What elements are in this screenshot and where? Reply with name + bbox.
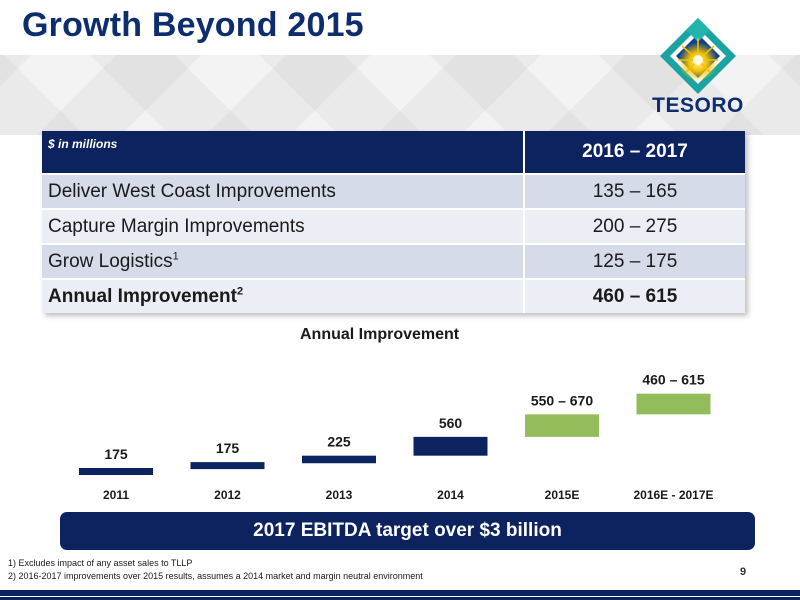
data-label: 225: [327, 434, 351, 450]
table-total-row: Annual Improvement2 460 – 615: [42, 279, 745, 313]
tesoro-logo: TESORO: [648, 16, 748, 126]
x-tick-label: 2015E: [545, 488, 580, 502]
table-row: Capture Margin Improvements 200 – 275: [42, 209, 745, 245]
chart-bar: [636, 393, 711, 415]
data-label: 550 – 670: [531, 392, 593, 408]
chart-bar: [525, 414, 599, 437]
slide-title: Growth Beyond 2015: [22, 6, 364, 44]
logo-wordmark: TESORO: [652, 94, 744, 117]
x-tick-label: 2011: [103, 488, 129, 502]
chart-bar: [302, 455, 376, 464]
data-label: 175: [104, 446, 128, 462]
row-value: 135 – 165: [523, 173, 745, 210]
row-label: Deliver West Coast Improvements: [42, 173, 524, 210]
unit-label: $ in millions: [42, 131, 524, 174]
footnote-1: 1) Excludes impact of any asset sales to…: [8, 558, 193, 568]
footnote-2: 2) 2016-2017 improvements over 2015 resu…: [8, 571, 423, 581]
footnote-ref: 2: [236, 285, 244, 298]
x-tick-label: 2013: [326, 488, 353, 502]
ebitda-target-banner: 2017 EBITDA target over $3 billion: [60, 512, 755, 550]
table-header-row: $ in millions 2016 – 2017: [42, 131, 745, 174]
annual-improvement-chart: 175 2011 175 2012 225 2013 560 2014 550 – 670 201…: [79, 372, 714, 502]
period-header: 2016 – 2017: [523, 131, 745, 174]
x-tick-label: 2012: [214, 488, 241, 502]
row-label: Annual Improvement2: [42, 279, 524, 313]
bottom-bar: [0, 590, 800, 600]
data-label: 460 – 615: [642, 372, 704, 388]
chart-title: Annual Improvement: [300, 326, 460, 343]
data-label: 175: [216, 440, 240, 456]
improvements-table: $ in millions 2016 – 2017 Deliver West C…: [42, 131, 745, 313]
data-label: 560: [439, 415, 463, 431]
x-tick-label: 2014: [437, 488, 464, 502]
table-row: Deliver West Coast Improvements 135 – 16…: [42, 173, 745, 210]
row-value: 125 – 175: [523, 244, 745, 280]
page-number: 9: [740, 566, 747, 578]
row-label: Grow Logistics1: [42, 244, 524, 280]
row-value: 200 – 275: [523, 209, 745, 245]
background-pattern: [0, 55, 800, 135]
table-row: Grow Logistics1 125 – 175: [42, 244, 745, 280]
logo-diamond-icon: [660, 18, 736, 94]
chart-bar: [413, 436, 488, 456]
footnotes: 1) Excludes impact of any asset sales to…: [8, 557, 423, 583]
row-value: 460 – 615: [523, 279, 745, 313]
row-label: Capture Margin Improvements: [42, 209, 524, 245]
chart-bar: [79, 468, 153, 475]
chart-bar: [190, 462, 265, 470]
x-tick-label: 2016E - 2017E: [633, 488, 713, 502]
footnote-ref: 1: [172, 250, 179, 263]
